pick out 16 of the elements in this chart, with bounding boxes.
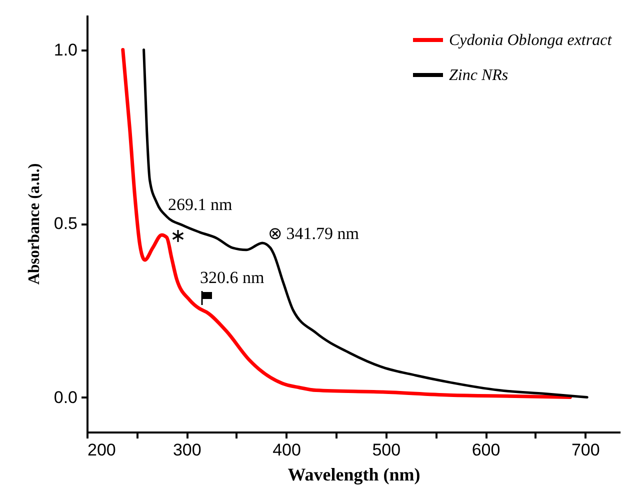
- x-tick-label: 300: [172, 440, 202, 460]
- y-axis-title: Absorbance (a.u.): [26, 163, 43, 285]
- x-tick-label: 500: [372, 440, 401, 460]
- annotation: ⊗ 341.79 nm: [268, 224, 359, 243]
- x-tick-label: 700: [571, 440, 600, 460]
- y-tick-label: 0.5: [54, 214, 78, 233]
- legend-label: Zinc NRs: [449, 67, 508, 84]
- annotation: 269.1 nm: [168, 195, 232, 214]
- x-axis-title: Wavelength (nm): [288, 464, 420, 484]
- x-tick-label: 200: [88, 440, 116, 460]
- legend-label: Cydonia Oblonga extract: [449, 32, 612, 49]
- y-tick-label: 1.0: [54, 40, 78, 60]
- y-tick-label: 0.0: [54, 388, 78, 407]
- x-tick-label: 400: [272, 440, 301, 460]
- annotation: 320.6 nm: [200, 268, 264, 287]
- x-tick-label: 600: [472, 440, 500, 460]
